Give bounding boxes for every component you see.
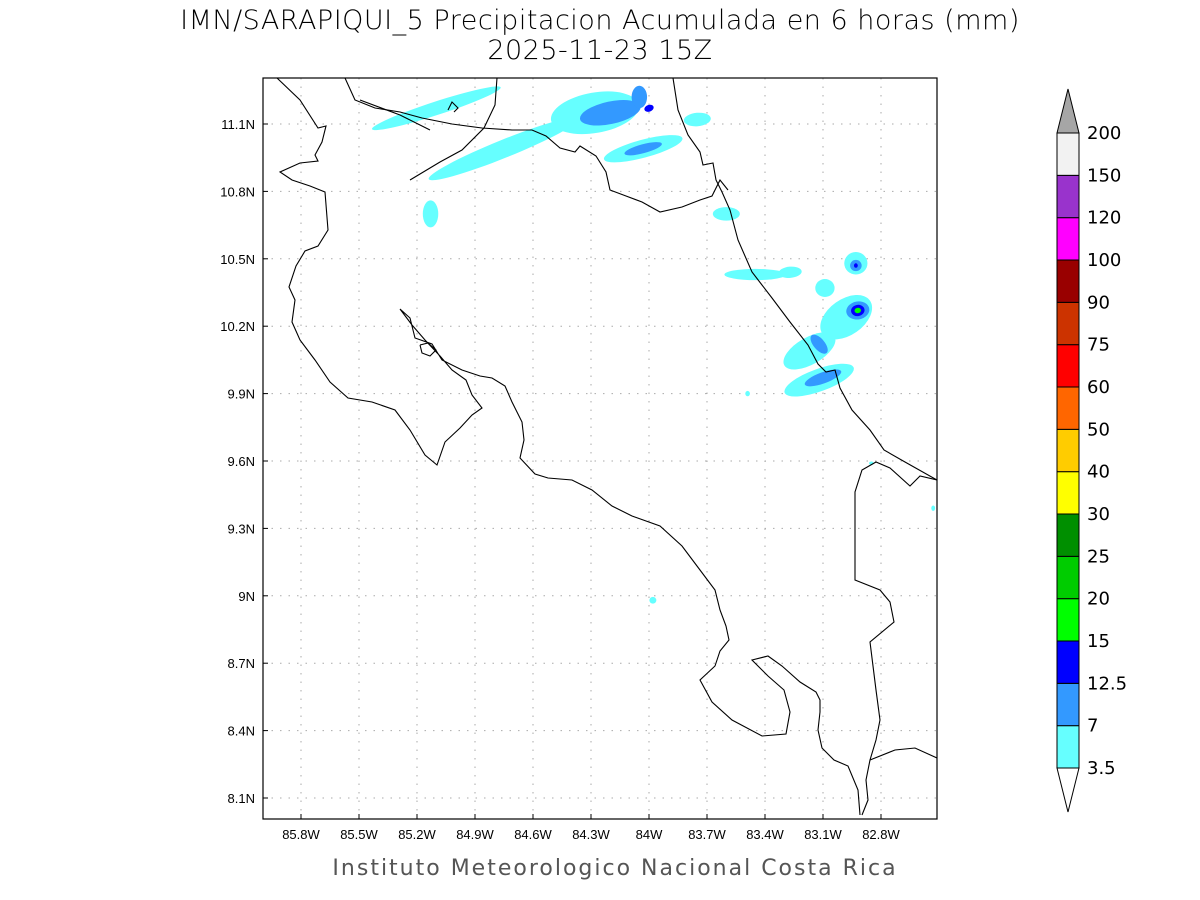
nicaragua-shore-north xyxy=(359,99,431,131)
lon-tick-label: 83.4W xyxy=(746,827,784,842)
lat-tick-label: 11.1N xyxy=(221,117,255,132)
precip-cell xyxy=(712,207,740,221)
colorbar-swatch xyxy=(1056,174,1080,219)
lat-tick-label: 8.4N xyxy=(228,724,255,739)
precip-field xyxy=(371,85,936,604)
lat-tick-label: 9.9N xyxy=(228,387,255,402)
lat-tick-label: 10.8N xyxy=(220,184,255,199)
lake-nicaragua-shore xyxy=(409,78,498,181)
colorbar-under-arrow xyxy=(1056,767,1080,813)
colorbar-swatch xyxy=(1056,725,1080,769)
colorbar-label: 60 xyxy=(1087,377,1110,398)
colorbar-swatch xyxy=(1056,217,1080,261)
lake-island xyxy=(419,342,437,357)
colorbar-swatch xyxy=(1056,301,1080,346)
panama-border xyxy=(854,461,937,816)
map-frame xyxy=(262,77,938,820)
colorbar-label: 100 xyxy=(1087,250,1121,271)
precip-cell xyxy=(778,266,802,278)
lon-tick-label: 85.5W xyxy=(340,827,378,842)
precip-cell xyxy=(422,200,439,228)
precip-cell xyxy=(931,505,936,511)
colorbar-over-arrow xyxy=(1056,88,1080,134)
precip-cell xyxy=(853,263,858,268)
lon-tick-label: 82.8W xyxy=(862,827,900,842)
lon-tick-label: 83.7W xyxy=(688,827,726,842)
precip-cell xyxy=(631,85,648,109)
colorbar-label: 25 xyxy=(1087,546,1110,567)
precip-cell xyxy=(644,104,654,112)
colorbar-label: 200 xyxy=(1087,123,1121,144)
lon-tick-label: 85.2W xyxy=(398,827,436,842)
colorbar-label: 90 xyxy=(1087,292,1110,313)
colorbar-label: 120 xyxy=(1087,208,1121,229)
lon-tick-label: 84W xyxy=(636,827,663,842)
precip-cell xyxy=(810,334,828,354)
precip-cell xyxy=(745,390,750,397)
colorbar-swatch xyxy=(1056,344,1080,388)
precip-cell xyxy=(428,117,580,181)
lon-tick-label: 83.1W xyxy=(804,827,842,842)
colorbar-swatch xyxy=(1056,132,1080,176)
precip-cell xyxy=(624,142,662,156)
map-title: IMN/SARAPIQUI_5 Precipitacion Acumulada … xyxy=(180,5,1020,36)
colorbar-label: 20 xyxy=(1087,589,1110,610)
lon-tick-label: 85.8W xyxy=(282,827,320,842)
precip-cell xyxy=(815,279,835,297)
lon-tick-label: 84.3W xyxy=(572,827,610,842)
pacific-coastline xyxy=(276,78,861,816)
colorbar-label: 40 xyxy=(1087,462,1110,483)
coastlines xyxy=(276,78,937,816)
colorbar-swatch xyxy=(1056,513,1080,557)
colorbar-label: 50 xyxy=(1087,419,1110,440)
colorbar-label: 150 xyxy=(1087,165,1121,186)
nicaragua-border xyxy=(344,78,729,213)
colorbar: 3.5 7 12.5 15 20 25 30 40 50 60 75 90 100 120 150 200 xyxy=(1056,88,1127,813)
precip-cell xyxy=(724,268,787,281)
colorbar-label: 3.5 xyxy=(1087,758,1116,779)
colorbar-swatch xyxy=(1056,598,1080,642)
axis-ticks: 85.8W 85.5W 85.2W 84.9W 84.6W 84.3W 84W 83.7W 83… xyxy=(220,117,900,842)
precip-cell xyxy=(649,596,657,604)
map-valid-time: 2025-11-23 15Z xyxy=(487,35,713,66)
colorbar-swatch xyxy=(1056,682,1080,727)
lon-tick-label: 84.6W xyxy=(514,827,552,842)
colorbar-label: 75 xyxy=(1087,335,1110,356)
colorbar-swatch xyxy=(1056,259,1080,303)
colorbar-swatch xyxy=(1056,640,1080,684)
colorbar-label: 12.5 xyxy=(1087,673,1127,694)
colorbar-label: 7 xyxy=(1087,716,1098,737)
precip-cell xyxy=(371,86,501,131)
colorbar-swatch xyxy=(1056,555,1080,600)
credit-text: Instituto Meteorologico Nacional Costa R… xyxy=(332,856,898,881)
gridlines xyxy=(263,78,937,819)
precip-cell xyxy=(804,369,842,387)
colorbar-swatch xyxy=(1056,386,1080,430)
precip-cell xyxy=(579,100,641,126)
precip-cell xyxy=(854,307,862,314)
colorbar-label: 15 xyxy=(1087,631,1110,652)
lat-tick-label: 8.7N xyxy=(228,656,255,671)
island-ometepe xyxy=(447,101,459,113)
lat-tick-label: 9.6N xyxy=(228,454,255,469)
lat-tick-label: 8.1N xyxy=(228,791,255,806)
lat-tick-label: 9.3N xyxy=(228,521,255,536)
burica-coast xyxy=(869,747,937,761)
lat-tick-label: 9N xyxy=(238,589,255,604)
precip-cell xyxy=(683,112,711,127)
lat-tick-label: 10.5N xyxy=(220,252,255,267)
colorbar-swatch xyxy=(1056,471,1080,515)
colorbar-label: 30 xyxy=(1087,504,1110,525)
colorbar-swatch xyxy=(1056,428,1080,473)
lat-tick-label: 10.2N xyxy=(220,319,255,334)
caribbean-coastline xyxy=(672,78,937,481)
lon-tick-label: 84.9W xyxy=(456,827,494,842)
